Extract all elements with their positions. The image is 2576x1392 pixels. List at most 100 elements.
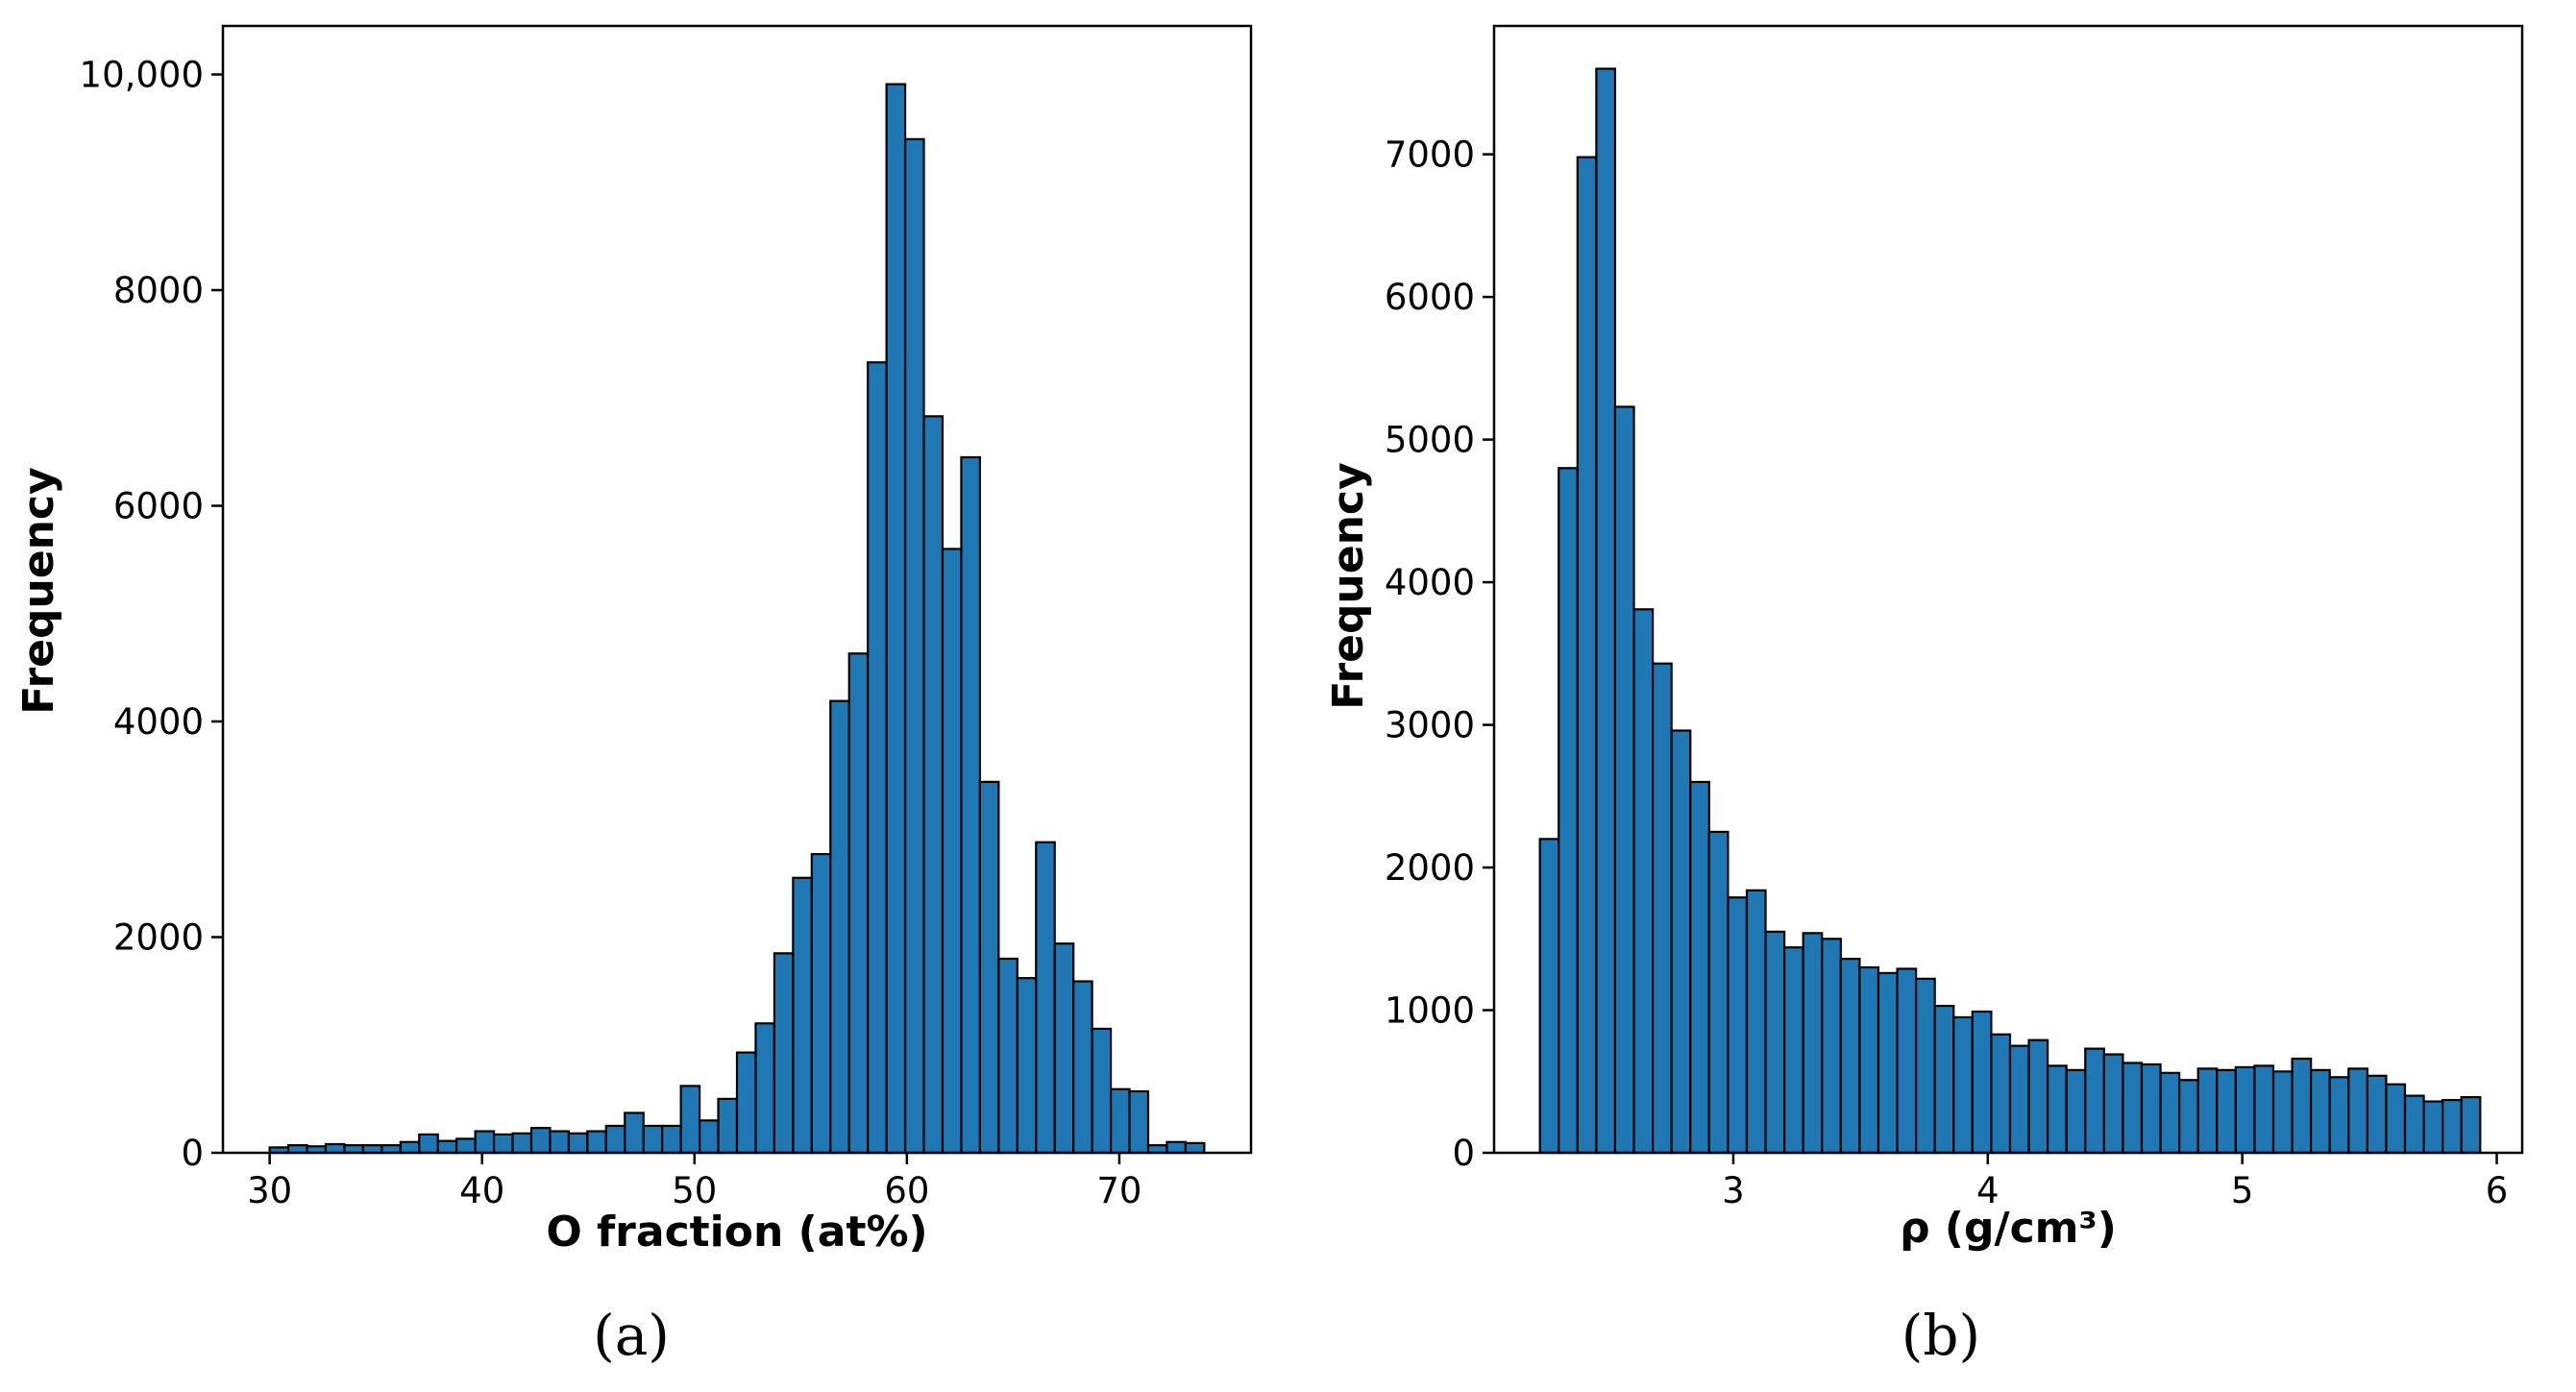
x-axis-label-a: O fraction (at%) — [546, 1208, 927, 1257]
bar-b-47 — [2422, 1100, 2444, 1155]
bar-b-0 — [1538, 838, 1560, 1155]
bar-a-32 — [867, 361, 888, 1155]
bar-b-40 — [2291, 1057, 2313, 1155]
x-tick-label-a-3: 60 — [884, 1170, 929, 1211]
bar-b-3 — [1595, 67, 1617, 1155]
bar-a-12 — [492, 1133, 514, 1155]
bar-a-43 — [1072, 980, 1093, 1155]
panel-label-a: (a) — [593, 1303, 670, 1368]
bar-a-41 — [1035, 841, 1056, 1155]
bar-b-35 — [2196, 1067, 2219, 1155]
bar-b-29 — [2084, 1047, 2105, 1155]
bar-a-36 — [941, 548, 963, 1155]
bar-b-2 — [1576, 156, 1598, 1155]
bar-a-37 — [960, 455, 982, 1155]
bar-a-20 — [642, 1124, 664, 1155]
bar-a-28 — [792, 876, 813, 1155]
bar-a-22 — [679, 1085, 701, 1155]
bar-b-31 — [2122, 1062, 2144, 1155]
y-tick-label-a-4: 8000 — [113, 270, 204, 311]
bar-a-7 — [399, 1140, 421, 1155]
bar-a-30 — [829, 699, 850, 1155]
x-tick-label-b-1: 4 — [1976, 1170, 1999, 1211]
bars-b — [1538, 67, 2482, 1155]
bar-b-27 — [2047, 1064, 2068, 1155]
bar-b-10 — [1727, 896, 1749, 1155]
bar-a-33 — [885, 83, 907, 1155]
bar-b-9 — [1707, 830, 1730, 1155]
plot-frame-b — [1492, 24, 2524, 1155]
bar-a-21 — [661, 1124, 682, 1155]
bar-a-38 — [978, 780, 1000, 1155]
bar-b-45 — [2385, 1083, 2407, 1155]
y-tick-label-a-0: 0 — [181, 1133, 204, 1174]
bar-a-35 — [922, 415, 945, 1155]
bar-b-16 — [1839, 957, 1861, 1155]
bar-b-34 — [2178, 1079, 2199, 1155]
bar-b-22 — [1952, 1015, 1974, 1155]
bar-b-21 — [1933, 1004, 1955, 1155]
bar-b-24 — [1990, 1033, 2012, 1155]
bar-b-12 — [1764, 930, 1786, 1155]
x-tick-label-b-2: 5 — [2231, 1170, 2254, 1211]
y-axis-label-b: Frequency — [1324, 462, 1373, 710]
bar-b-20 — [1915, 977, 1936, 1155]
histogram-panel-b: 0 1000 2000 3000 4000 5000 6000 7000 3 4 5 6 ρ (g/… — [1324, 24, 2524, 1368]
y-tick-label-a-3: 6000 — [113, 486, 204, 527]
bar-b-37 — [2234, 1065, 2256, 1155]
bar-a-49 — [1184, 1141, 1206, 1155]
y-tick-label-b-4: 4000 — [1385, 562, 1475, 603]
bar-b-14 — [1802, 932, 1824, 1155]
bars-a — [268, 83, 1206, 1155]
y-ticks-a: 0 2000 4000 6000 8000 10,000 — [80, 55, 223, 1174]
bar-b-26 — [2027, 1038, 2049, 1155]
bar-b-36 — [2216, 1068, 2237, 1155]
x-axis-label-b: ρ (g/cm³) — [1900, 1204, 2117, 1253]
x-tick-label-a-2: 50 — [672, 1170, 717, 1211]
histogram-panel-a: 0 2000 4000 6000 8000 10,000 30 40 50 60 70 O fra… — [14, 24, 1253, 1368]
x-tick-label-a-4: 70 — [1096, 1170, 1141, 1211]
x-ticks-b: 3 4 5 6 — [1722, 1153, 2508, 1211]
bar-b-17 — [1858, 965, 1880, 1155]
bar-a-17 — [586, 1130, 607, 1155]
y-tick-label-a-1: 2000 — [113, 917, 204, 959]
bar-a-31 — [847, 652, 870, 1155]
bar-a-29 — [810, 852, 832, 1155]
bar-a-24 — [717, 1097, 739, 1155]
x-tick-label-b-0: 3 — [1722, 1170, 1745, 1211]
bar-b-6 — [1652, 662, 1673, 1155]
y-tick-label-b-6: 6000 — [1385, 277, 1475, 318]
bar-b-28 — [2065, 1068, 2087, 1155]
y-tick-label-b-0: 0 — [1452, 1133, 1475, 1174]
bar-b-49 — [2460, 1095, 2482, 1155]
bar-a-16 — [567, 1132, 589, 1155]
bar-a-48 — [1165, 1140, 1188, 1155]
bar-a-13 — [511, 1132, 533, 1155]
x-tick-label-a-1: 40 — [459, 1170, 504, 1211]
bar-b-7 — [1670, 729, 1692, 1155]
bar-b-38 — [2253, 1064, 2275, 1155]
bar-a-3 — [324, 1142, 346, 1155]
x-tick-label-a-0: 30 — [247, 1170, 292, 1211]
y-tick-label-b-5: 5000 — [1385, 420, 1475, 461]
y-tick-label-a-2: 4000 — [113, 701, 204, 743]
bar-a-40 — [1016, 977, 1038, 1155]
bar-b-39 — [2271, 1070, 2294, 1155]
x-tick-label-b-3: 6 — [2486, 1170, 2509, 1211]
bar-b-30 — [2102, 1053, 2124, 1155]
bar-a-14 — [529, 1127, 552, 1155]
bar-b-15 — [1821, 938, 1842, 1155]
bar-b-11 — [1745, 889, 1767, 1155]
y-tick-label-b-7: 7000 — [1385, 134, 1475, 176]
bar-a-15 — [549, 1130, 571, 1155]
y-tick-label-b-1: 1000 — [1385, 990, 1475, 1032]
bar-a-25 — [735, 1051, 757, 1155]
bar-a-10 — [455, 1137, 477, 1155]
y-ticks-b: 0 1000 2000 3000 4000 5000 6000 7000 — [1385, 134, 1494, 1174]
plot-frame-a — [221, 24, 1253, 1155]
bar-b-43 — [2347, 1067, 2368, 1155]
bar-a-42 — [1053, 942, 1075, 1155]
bar-a-11 — [474, 1130, 496, 1155]
y-tick-label-b-3: 3000 — [1385, 705, 1475, 746]
